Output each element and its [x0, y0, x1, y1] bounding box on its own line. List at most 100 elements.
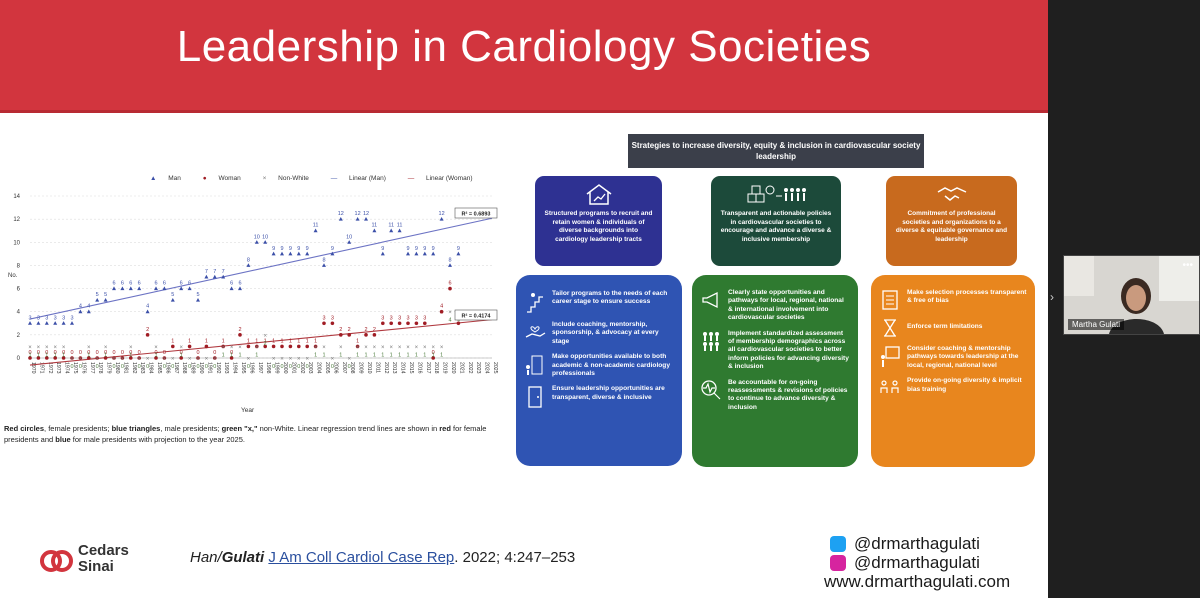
- woman-point: [28, 356, 32, 360]
- woman-point: [213, 356, 217, 360]
- woman-data-label: 1: [188, 338, 191, 344]
- man-data-label: 9: [423, 246, 426, 252]
- y-tick-label: 4: [17, 310, 21, 316]
- woman-point: [322, 321, 326, 326]
- nonwhite-point: ×: [196, 357, 200, 363]
- journal-link[interactable]: J Am Coll Cardiol Case Rep: [268, 549, 455, 566]
- nonwhite-point: ×: [440, 345, 444, 351]
- man-point: [112, 286, 116, 291]
- nonwhite-data-label: 1: [406, 352, 409, 358]
- hourglass-icon: [884, 319, 896, 337]
- people-group-icon: [703, 331, 719, 351]
- man-point: [120, 286, 125, 291]
- nonwhite-point: ×: [112, 357, 116, 363]
- x-tick-label: 2020: [450, 362, 456, 374]
- woman-data-label: 2: [364, 327, 367, 333]
- social-handles: @drmarthagulati @drmarthagulati: [830, 534, 980, 572]
- nonwhite-data-label: 0: [188, 364, 191, 370]
- man-data-label: 6: [154, 281, 157, 287]
- woman-point: [196, 356, 200, 360]
- woman-point: [221, 344, 225, 349]
- nonwhite-point: ×: [255, 345, 259, 351]
- woman-point: [313, 344, 318, 349]
- man-data-label: 9: [280, 246, 283, 252]
- woman-data-label: 1: [289, 338, 292, 344]
- x-tick-label: 2018: [433, 362, 439, 374]
- nonwhite-data-label: 1: [54, 352, 57, 358]
- man-data-label: 6: [138, 281, 141, 287]
- woman-point: [145, 333, 150, 337]
- man-data-label: 10: [262, 234, 268, 240]
- y-tick-label: 12: [13, 217, 20, 223]
- nonwhite-data-label: 0: [196, 364, 199, 370]
- nonwhite-data-label: 1: [398, 352, 401, 358]
- nonwhite-data-label: 0: [348, 364, 351, 370]
- nonwhite-point: ×: [188, 357, 192, 363]
- x-tick-label: 1990: [198, 362, 204, 374]
- woman-point: [254, 344, 259, 349]
- man-data-label: 3: [54, 315, 57, 321]
- handshake-icon: [937, 187, 966, 201]
- website-link[interactable]: www.drmarthagulati.com: [824, 572, 1011, 591]
- woman-point: [229, 356, 234, 360]
- woman-point: [389, 321, 394, 326]
- strategy-card-commitment: Commitment of professional societies and…: [886, 176, 1017, 266]
- speaker-video-tile[interactable]: ••• Martha Gulati: [1063, 255, 1200, 335]
- twitter-handle[interactable]: @drmarthagulati: [830, 534, 980, 553]
- man-data-label: 4: [79, 304, 82, 310]
- man-point: [338, 216, 343, 221]
- woman-data-label: 1: [247, 338, 250, 344]
- woman-point: [263, 344, 268, 349]
- chevron-right-icon[interactable]: ›: [1050, 290, 1054, 304]
- orange-actions-card: Make selection processes transparent & f…: [871, 275, 1035, 467]
- man-data-label: 3: [37, 315, 40, 321]
- man-data-label: 9: [406, 246, 409, 252]
- scatter-chart: ▲ Man ● Woman × Non-White — Linear (Man)…: [0, 172, 505, 424]
- orange-action-item: Consider coaching & mentorship pathways …: [879, 345, 1027, 370]
- nonwhite-point: ×: [137, 357, 141, 363]
- man-point: [187, 286, 192, 291]
- x-tick-label: 1973: [55, 362, 61, 374]
- woman-point: [448, 286, 452, 291]
- woman-data-label: 0: [180, 350, 183, 356]
- woman-point: [305, 344, 310, 349]
- woman-data-label: 1: [171, 338, 174, 344]
- green-actions-card: Clearly state opportunities and pathways…: [692, 275, 858, 467]
- building-people-icon: [526, 355, 543, 376]
- nonwhite-data-label: 0: [272, 364, 275, 370]
- logo-text: Cedars Sinai: [78, 542, 129, 575]
- woman-data-label: 1: [297, 338, 300, 344]
- man-data-label: 3: [70, 315, 73, 321]
- man-point: [380, 251, 385, 256]
- x-tick-label: 1992: [215, 362, 221, 374]
- nonwhite-data-label: 1: [230, 352, 233, 358]
- training-people-icon: [880, 380, 899, 394]
- man-data-label: 9: [306, 246, 309, 252]
- x-tick-label: 1977: [89, 362, 95, 374]
- x-tick-label: 1993: [223, 362, 229, 374]
- man-point: [61, 321, 66, 325]
- instagram-icon: [830, 554, 846, 571]
- y-tick-label: 0: [17, 356, 21, 362]
- man-point: [397, 228, 402, 233]
- more-options-icon[interactable]: •••: [1182, 260, 1193, 271]
- man-data-label: 4: [146, 304, 149, 310]
- x-tick-label: 1980: [114, 362, 120, 374]
- man-point: [137, 286, 142, 291]
- nonwhite-point: ×: [373, 345, 377, 351]
- nonwhite-data-label: 0: [171, 364, 174, 370]
- nonwhite-data-label: 1: [154, 352, 157, 358]
- man-data-label: 9: [415, 246, 418, 252]
- nonwhite-data-label: 1: [440, 352, 443, 358]
- nonwhite-point: ×: [263, 333, 267, 339]
- x-tick-label: 1999: [274, 362, 280, 374]
- nonwhite-point: ×: [322, 345, 326, 351]
- boxes-people-icon: [747, 185, 806, 203]
- strategy-card-programs: Structured programs to recruit and retai…: [535, 176, 662, 266]
- woman-data-label: 1: [314, 338, 317, 344]
- banner-divider: [0, 110, 1048, 113]
- legend-nonwhite: × Non-White: [262, 175, 309, 182]
- instagram-handle[interactable]: @drmarthagulati: [830, 553, 980, 572]
- man-point: [288, 251, 293, 256]
- green-action-item: Implement standardized assessment of mem…: [700, 330, 850, 372]
